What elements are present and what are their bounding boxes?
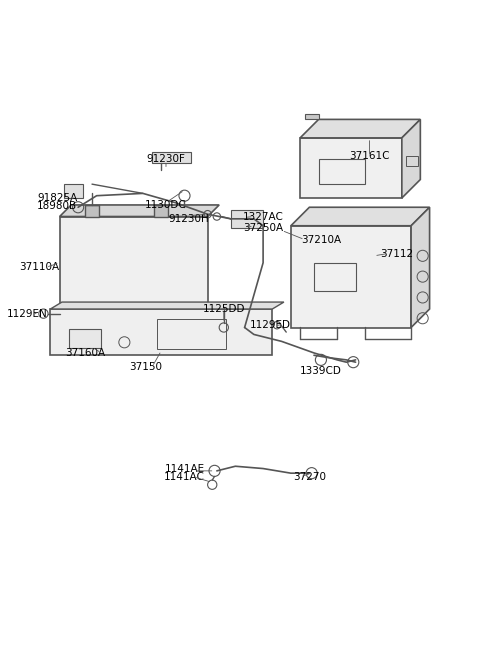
Text: 1129ED: 1129ED [250, 320, 290, 330]
Bar [157, 319, 226, 348]
Bar [152, 152, 192, 163]
Bar [231, 210, 263, 228]
Text: 1125DD: 1125DD [203, 304, 245, 314]
Polygon shape [50, 302, 284, 309]
Text: 37150: 37150 [129, 362, 162, 372]
Bar [60, 217, 208, 309]
Text: 37110A: 37110A [19, 263, 59, 272]
Polygon shape [85, 205, 99, 217]
Bar [64, 184, 83, 198]
Text: 91825A: 91825A [37, 193, 77, 203]
Text: 1339CD: 1339CD [300, 366, 342, 377]
Bar [319, 159, 365, 184]
Text: 37161C: 37161C [349, 151, 390, 161]
Bar [69, 329, 101, 348]
Text: 37210A: 37210A [301, 234, 341, 244]
Polygon shape [155, 205, 168, 217]
Text: 37112: 37112 [381, 248, 414, 259]
Bar [314, 263, 356, 291]
Text: 1130DC: 1130DC [145, 200, 187, 210]
Bar [407, 157, 418, 166]
Polygon shape [402, 119, 420, 198]
Bar [291, 226, 411, 328]
Polygon shape [60, 205, 219, 217]
Text: 1141AE: 1141AE [165, 464, 204, 474]
Text: 37160A: 37160A [65, 348, 105, 358]
Polygon shape [291, 207, 430, 226]
Text: 37270: 37270 [293, 472, 326, 482]
Text: 91230F: 91230F [146, 154, 185, 164]
Text: 1327AC: 1327AC [243, 212, 284, 221]
Bar [300, 138, 402, 198]
Bar [50, 309, 272, 355]
Polygon shape [300, 119, 420, 138]
Text: 1129EN: 1129EN [7, 309, 48, 318]
Text: 1141AC: 1141AC [164, 472, 205, 482]
Polygon shape [411, 207, 430, 328]
Text: 37250A: 37250A [243, 223, 283, 233]
Text: 91230H: 91230H [169, 214, 209, 224]
Bar [305, 114, 319, 119]
Text: 18980B: 18980B [37, 201, 77, 212]
